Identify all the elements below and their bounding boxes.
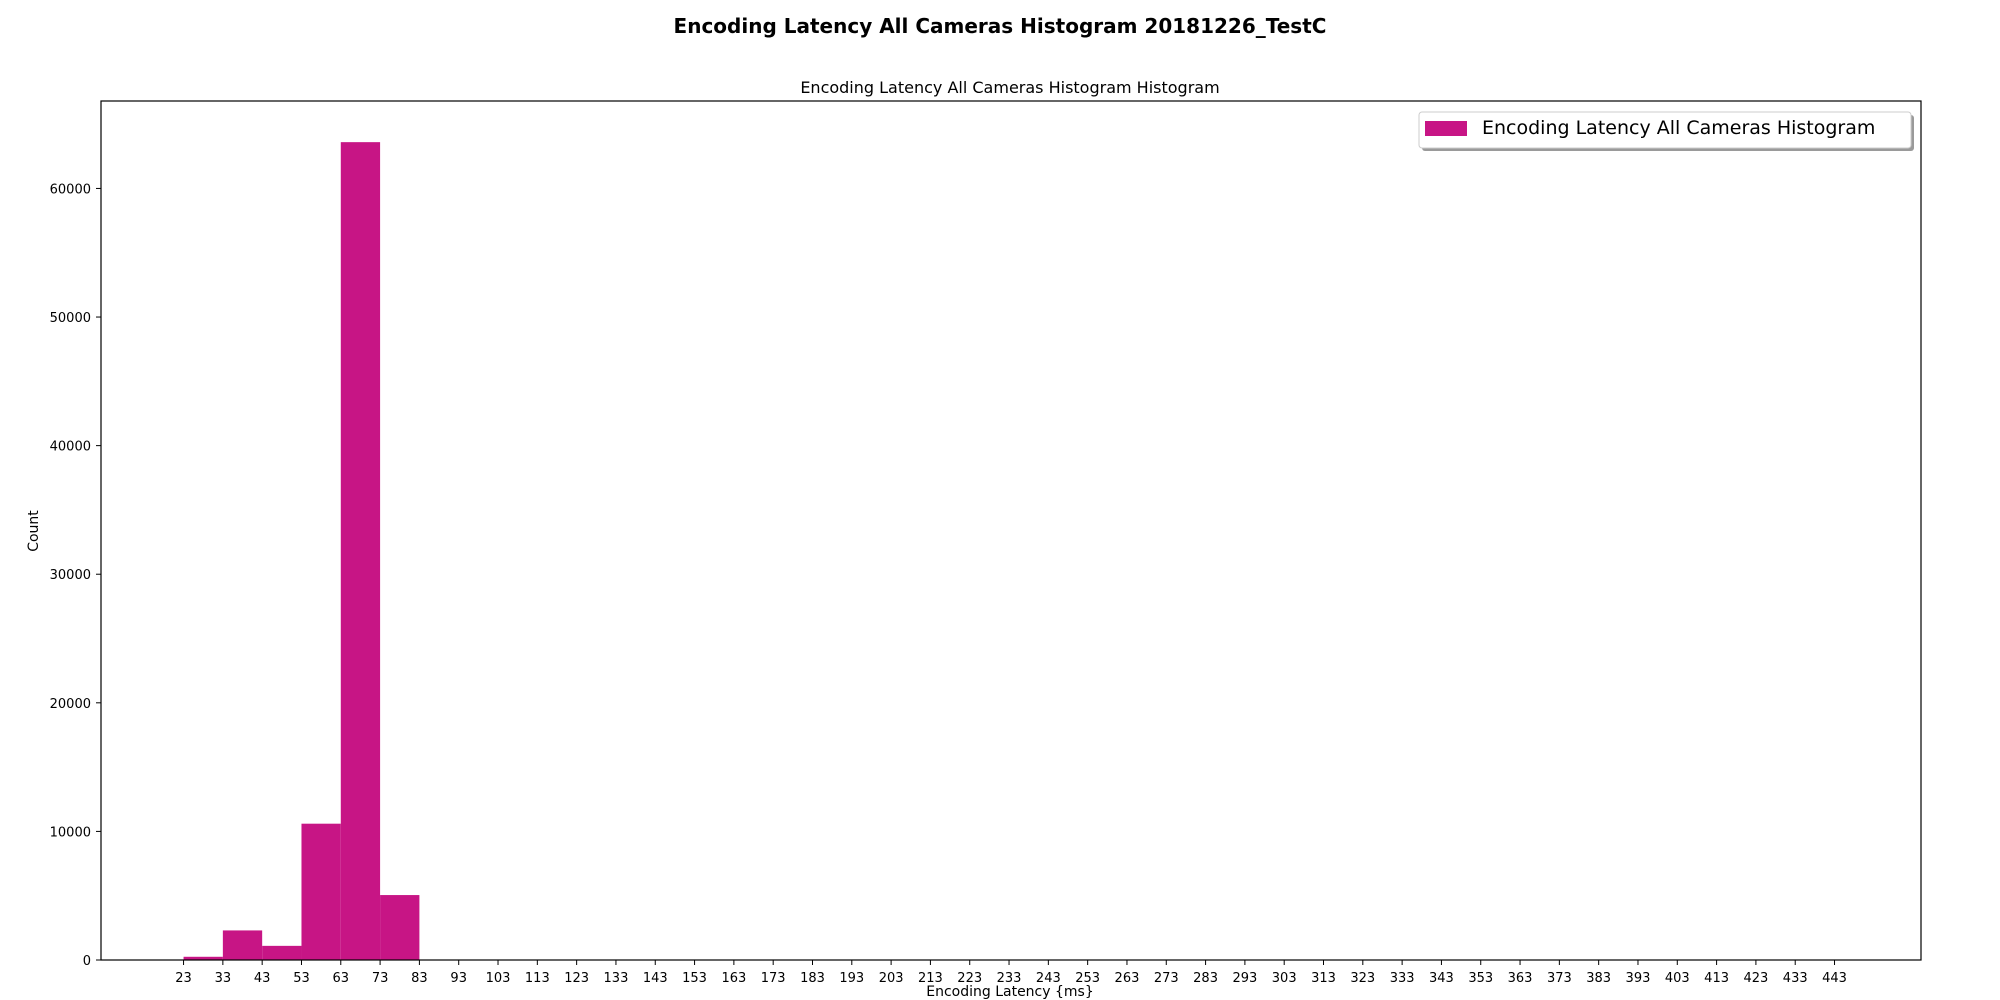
y-tick-label: 20000 [50,697,91,712]
x-tick-label: 323 [1350,971,1375,986]
histogram-bar [222,930,263,960]
y-tick-label: 0 [83,954,91,969]
x-tick-label: 73 [372,971,389,986]
chart-title: Encoding Latency All Cameras Histogram H… [800,78,1219,97]
x-tick-label: 443 [1822,971,1847,986]
x-tick-label: 413 [1704,971,1729,986]
x-tick-label: 433 [1783,971,1808,986]
x-tick-label: 133 [604,971,629,986]
x-axis-ticks: 23 33 43 53 63 73 83 93 103 113 123 133 143 153 163 173… [175,960,1847,986]
figure-suptitle: Encoding Latency All Cameras Histogram 2… [673,14,1327,38]
legend-label: Encoding Latency All Cameras Histogram [1482,117,1875,139]
x-tick-label: 353 [1468,971,1493,986]
histogram-bar [183,956,223,960]
x-tick-label: 53 [293,971,310,986]
y-tick-label: 50000 [50,311,91,326]
x-tick-label: 193 [839,971,864,986]
y-axis-ticks: 0 10000 20000 30000 40000 50000 60000 [50,182,101,969]
x-tick-label: 343 [1429,971,1454,986]
x-tick-label: 183 [800,971,825,986]
x-tick-label: 253 [1075,971,1100,986]
x-tick-label: 233 [997,971,1022,986]
plot-frame [100,100,1922,961]
x-tick-label: 93 [450,971,467,986]
x-tick-label: 283 [1193,971,1218,986]
x-tick-label: 63 [333,971,350,986]
bars-layer [183,142,420,960]
x-tick-label: 423 [1743,971,1768,986]
x-tick-label: 163 [721,971,746,986]
x-tick-label: 203 [879,971,904,986]
histogram-bar [301,823,341,960]
x-tick-label: 333 [1390,971,1415,986]
x-tick-label: 293 [1232,971,1257,986]
x-tick-label: 153 [682,971,707,986]
x-tick-label: 23 [175,971,192,986]
histogram-bar [340,142,381,960]
y-tick-label: 40000 [50,440,91,455]
x-tick-label: 363 [1508,971,1533,986]
x-tick-label: 213 [918,971,943,986]
x-tick-label: 303 [1272,971,1297,986]
x-tick-label: 123 [564,971,589,986]
y-tick-label: 10000 [50,825,91,840]
x-tick-label: 113 [525,971,550,986]
x-axis-label: Encoding Latency {ms} [926,984,1094,1000]
x-tick-label: 103 [486,971,511,986]
x-tick-label: 313 [1311,971,1336,986]
x-tick-label: 43 [254,971,271,986]
histogram-bar [380,895,420,960]
x-tick-label: 223 [957,971,982,986]
legend-box [1418,111,1912,149]
x-tick-label: 273 [1154,971,1179,986]
x-tick-label: 83 [411,971,428,986]
x-tick-label: 173 [761,971,786,986]
y-tick-label: 30000 [50,568,91,583]
legend-swatch [1425,121,1467,136]
y-axis-label: Count [26,510,42,552]
x-tick-label: 143 [643,971,668,986]
x-tick-label: 263 [1115,971,1140,986]
histogram-bar [262,945,302,960]
x-tick-label: 243 [1036,971,1061,986]
x-tick-label: 393 [1626,971,1651,986]
y-tick-label: 60000 [50,182,91,197]
legend: Encoding Latency All Cameras Histogram [1418,111,1914,151]
x-tick-label: 403 [1665,971,1690,986]
x-tick-label: 383 [1586,971,1611,986]
x-tick-label: 33 [215,971,232,986]
x-tick-label: 373 [1547,971,1572,986]
